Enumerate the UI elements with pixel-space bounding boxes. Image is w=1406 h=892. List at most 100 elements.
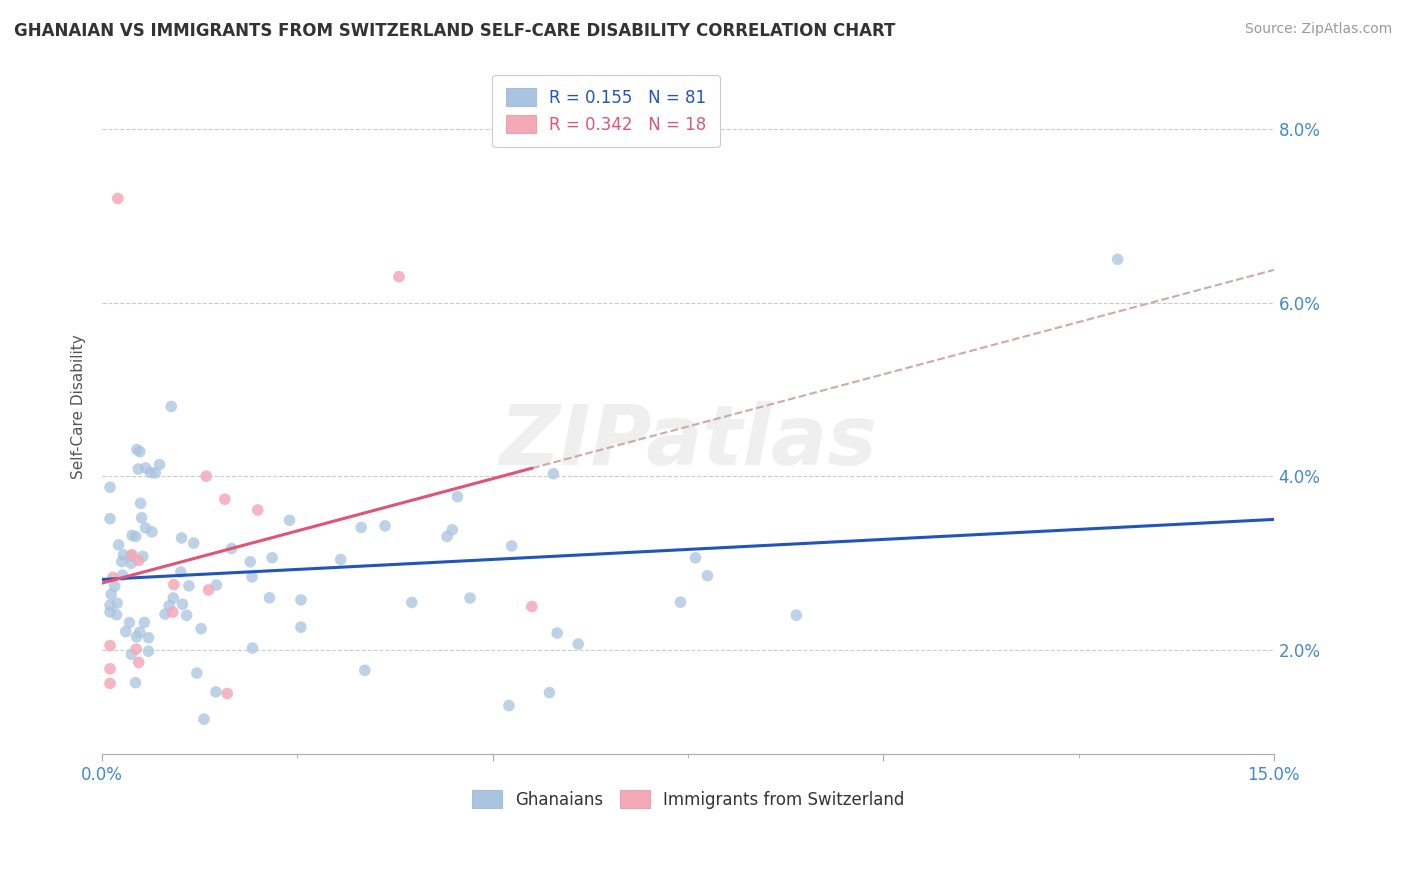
Point [567, 637, 589, 651]
Point [329, 552, 352, 566]
Point [205, 685, 228, 699]
Point [160, 400, 183, 414]
Point [172, 597, 194, 611]
Point [177, 579, 200, 593]
Y-axis label: Self-Care Disability: Self-Care Disability [72, 334, 86, 479]
Point [262, 550, 284, 565]
Point [353, 663, 375, 677]
Point [98, 639, 121, 653]
Point [170, 565, 193, 579]
Point [127, 462, 149, 476]
Point [221, 541, 243, 556]
Point [543, 467, 565, 481]
Text: Source: ZipAtlas.com: Source: ZipAtlas.com [1244, 22, 1392, 37]
Point [139, 466, 162, 480]
Point [685, 550, 707, 565]
Text: GHANAIAN VS IMMIGRANTS FROM SWITZERLAND SELF-CARE DISABILITY CORRELATION CHART: GHANAIAN VS IMMIGRANTS FROM SWITZERLAND … [14, 22, 896, 40]
Point [242, 641, 264, 656]
Point [125, 529, 148, 543]
Point [186, 666, 208, 681]
Point [98, 598, 121, 612]
Point [441, 523, 464, 537]
Point [124, 675, 146, 690]
Point [388, 269, 411, 284]
Point [138, 631, 160, 645]
Point [135, 461, 157, 475]
Point [546, 626, 568, 640]
Point [195, 469, 218, 483]
Point [785, 608, 807, 623]
Point [205, 578, 228, 592]
Point [107, 538, 129, 552]
Point [125, 630, 148, 644]
Point [193, 712, 215, 726]
Point [157, 599, 180, 613]
Point [111, 568, 134, 582]
Point [141, 524, 163, 539]
Point [128, 553, 150, 567]
Point [101, 570, 124, 584]
Point [239, 555, 262, 569]
Point [246, 503, 269, 517]
Point [105, 607, 128, 622]
Point [121, 548, 143, 562]
Point [214, 492, 236, 507]
Point [696, 568, 718, 582]
Point [350, 520, 373, 534]
Point [217, 686, 239, 700]
Point [290, 620, 312, 634]
Point [114, 624, 136, 639]
Point [498, 698, 520, 713]
Point [290, 593, 312, 607]
Point [121, 528, 143, 542]
Point [132, 549, 155, 564]
Point [138, 644, 160, 658]
Point [107, 192, 129, 206]
Text: ZIPatlas: ZIPatlas [499, 401, 877, 483]
Point [520, 599, 543, 614]
Point [125, 442, 148, 457]
Point [104, 579, 127, 593]
Point [143, 466, 166, 480]
Point [100, 587, 122, 601]
Point [278, 513, 301, 527]
Point [458, 591, 481, 605]
Point [134, 615, 156, 630]
Point [128, 656, 150, 670]
Point [148, 458, 170, 472]
Point [501, 539, 523, 553]
Point [170, 531, 193, 545]
Point [446, 490, 468, 504]
Point [163, 577, 186, 591]
Point [134, 521, 156, 535]
Point [131, 511, 153, 525]
Point [538, 686, 561, 700]
Point [98, 605, 121, 619]
Point [98, 511, 121, 525]
Point [669, 595, 692, 609]
Point [153, 607, 176, 622]
Point [162, 605, 184, 619]
Point [374, 519, 396, 533]
Point [1107, 252, 1129, 267]
Point [98, 662, 121, 676]
Point [401, 595, 423, 609]
Point [98, 676, 121, 690]
Point [120, 647, 142, 661]
Point [118, 615, 141, 630]
Point [128, 444, 150, 458]
Point [162, 591, 184, 605]
Point [112, 548, 135, 562]
Point [105, 596, 128, 610]
Point [259, 591, 281, 605]
Point [98, 480, 121, 494]
Point [197, 582, 219, 597]
Legend: Ghanaians, Immigrants from Switzerland: Ghanaians, Immigrants from Switzerland [465, 783, 911, 815]
Point [190, 622, 212, 636]
Point [120, 549, 142, 563]
Point [436, 529, 458, 543]
Point [129, 496, 152, 510]
Point [183, 536, 205, 550]
Point [125, 642, 148, 657]
Point [120, 556, 142, 570]
